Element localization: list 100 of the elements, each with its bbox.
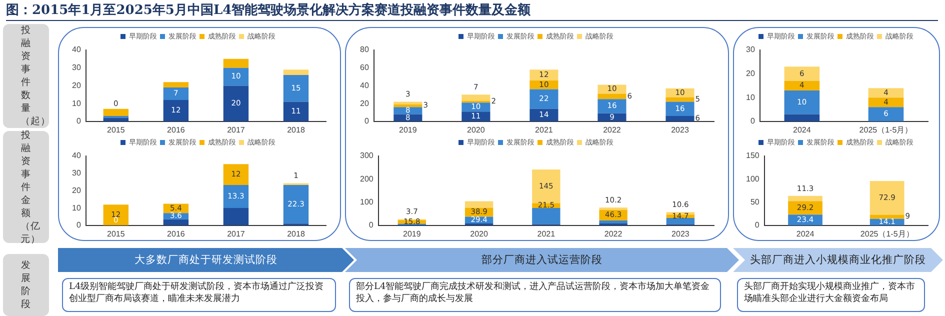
bar <box>598 99 626 114</box>
bar <box>283 102 309 122</box>
bar <box>223 184 249 208</box>
text: 头部厂商开始实现小规模商业推广，资本市场瞄准头部企业进行大金额资金布局 <box>737 278 925 312</box>
y-tick-label: 0 <box>754 220 760 230</box>
y-tick-label: 0 <box>750 116 756 126</box>
bar <box>788 196 822 202</box>
y-tick-label: 40 <box>72 151 82 160</box>
bar <box>666 102 694 116</box>
x-tick-label: 2022 <box>603 125 622 134</box>
y-tick-label: 100 <box>360 197 374 206</box>
x-tick-label: 2015 <box>107 229 126 238</box>
x-tick-label: 2015 <box>107 125 126 134</box>
y-tick-label: 100 <box>746 174 760 184</box>
bar <box>530 70 558 80</box>
bar <box>788 201 822 215</box>
bar <box>784 80 820 90</box>
bar <box>868 98 904 108</box>
bar <box>163 100 189 122</box>
bar <box>163 87 189 100</box>
bar <box>223 58 249 68</box>
text: L4级别智能驾驶厂商处于研发测试阶段，资本市场通过广泛投资创业型厂商布局该赛道，瞄准未来发展潜力 <box>62 278 336 312</box>
x-tick-label: 2024 <box>793 125 812 134</box>
bar <box>870 214 904 219</box>
bar <box>283 74 309 102</box>
bar <box>599 207 628 210</box>
x-tick-label: 2017 <box>227 125 246 134</box>
y-tick-label: 0 <box>364 116 370 126</box>
bar <box>462 94 490 101</box>
x-tick-label: 2018 <box>287 125 306 134</box>
bar <box>223 86 249 122</box>
label-tab: 投融资事件数量（起） <box>3 24 49 128</box>
bar <box>666 97 694 102</box>
bar <box>223 164 249 185</box>
bar <box>784 114 820 122</box>
y-tick-label: 30 <box>746 45 756 54</box>
chevron-banner: 部分厂商进入试运营阶段 <box>345 248 739 272</box>
x-tick-label: 2021 <box>535 125 554 134</box>
bar <box>599 220 628 224</box>
x-tick-label: 2016 <box>167 229 186 238</box>
chevron-banner: 头部厂商进入小规模商业化推广阶段 <box>733 248 943 272</box>
bar <box>394 104 422 108</box>
y-tick-label: 20 <box>72 80 82 90</box>
x-tick-label: 2017 <box>227 229 246 238</box>
y-tick-label: 80 <box>360 45 370 54</box>
y-tick-label: 150 <box>746 151 760 160</box>
bar <box>784 66 820 81</box>
x-tick-label: 2019 <box>403 229 422 238</box>
label-tab: 发展阶段 <box>3 254 49 316</box>
x-tick-label: 2023 <box>672 229 690 238</box>
bar <box>462 112 490 122</box>
x-tick-label: 2024 <box>796 229 815 238</box>
x-tick-label: 2023 <box>671 125 690 134</box>
bar <box>163 219 189 226</box>
label-tab: 投融资事件金额（亿元） <box>3 131 49 243</box>
y-tick-label: 20 <box>72 186 82 195</box>
bar <box>394 107 422 114</box>
bar <box>283 184 309 224</box>
bar <box>532 170 560 204</box>
bar <box>163 82 189 88</box>
y-tick-label: 40 <box>72 45 82 54</box>
y-tick-label: 20 <box>360 98 370 108</box>
y-tick-label: 60 <box>360 63 370 72</box>
x-tick-label: 2025（1-5月） <box>859 125 913 134</box>
x-tick-label: 2021 <box>537 229 556 238</box>
bar <box>868 107 904 122</box>
bar <box>666 116 694 122</box>
bar <box>464 201 494 208</box>
y-tick-label: 10 <box>72 203 82 212</box>
y-tick-label: 10 <box>746 92 756 102</box>
bar <box>666 218 695 224</box>
bar <box>784 90 820 114</box>
x-tick-label: 2020 <box>467 125 486 134</box>
x-tick-label: 2016 <box>167 125 186 134</box>
y-tick-label: 300 <box>360 151 374 160</box>
bar <box>868 88 904 98</box>
bar <box>223 68 249 86</box>
y-axis-title: 投融资事件数量（起） <box>20 24 50 128</box>
bar <box>870 180 904 215</box>
y-tick-label: 10 <box>72 98 82 108</box>
bar <box>103 108 129 116</box>
y-tick-label: 40 <box>360 80 370 90</box>
y-tick-label: 0 <box>76 220 82 230</box>
bar <box>598 94 626 100</box>
text: 部分L4智能驾驶厂商完成技术研发和测试，进入产品试运营阶段，资本市场加大单笔资金投入，参与厂商的成长与发展 <box>349 278 721 312</box>
bar <box>223 208 249 226</box>
y-tick-label: 30 <box>72 63 82 72</box>
bar <box>283 70 309 75</box>
y-tick-label: 0 <box>76 116 82 126</box>
y-tick-label: 200 <box>360 174 374 184</box>
bar <box>394 102 422 104</box>
bar <box>530 80 558 90</box>
bar <box>103 204 129 226</box>
chevron-banner: 大多数厂商处于研发测试阶段 <box>58 248 354 272</box>
x-tick-label: 2019 <box>399 125 418 134</box>
bar <box>532 208 560 224</box>
x-tick-label: 2020 <box>470 229 488 238</box>
y-tick-label: 50 <box>750 197 760 206</box>
x-tick-label: 2025（1-5月） <box>860 229 914 238</box>
x-tick-label: 2022 <box>604 229 623 238</box>
